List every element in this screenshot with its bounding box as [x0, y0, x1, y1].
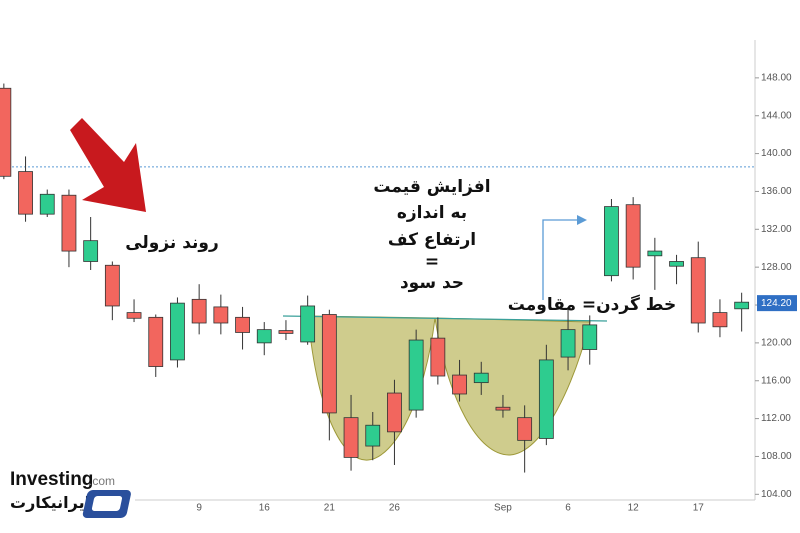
- logo-domain: .com: [89, 474, 115, 488]
- annotation: =: [425, 252, 439, 272]
- candle-body: [647, 250, 663, 257]
- candle-body: [191, 298, 207, 324]
- y-tick-label: 116.00: [761, 375, 791, 386]
- y-tick-label: 148.00: [761, 73, 792, 84]
- candle-body: [0, 87, 12, 177]
- candle-body: [517, 417, 533, 441]
- candle-body: [61, 194, 77, 252]
- candle-body: [473, 372, 489, 384]
- candle-body: [582, 324, 598, 350]
- candle-body: [734, 301, 750, 310]
- y-tick-label: 144.00: [761, 110, 792, 121]
- candle-body: [18, 171, 33, 215]
- candle-body: [538, 359, 554, 439]
- candle-body: [300, 305, 316, 343]
- target-arrow-head: [577, 215, 587, 225]
- candle-body: [669, 261, 684, 267]
- x-tick-label: 12: [628, 503, 640, 514]
- last-price-box: [757, 295, 797, 312]
- candle-body: [213, 306, 229, 324]
- candle-body: [39, 193, 55, 215]
- y-tick-label: 108.00: [761, 451, 792, 462]
- candle-body: [104, 264, 120, 307]
- y-tick-label: 140.00: [761, 148, 792, 159]
- candle-body: [148, 316, 164, 367]
- x-tick-label: 6: [565, 503, 571, 514]
- candle-body: [604, 206, 619, 277]
- y-tick-label: 128.00: [761, 262, 792, 273]
- logo-site: ایرانیکارت: [10, 493, 90, 512]
- y-tick-label: 104.00: [761, 489, 792, 500]
- candle-body: [690, 257, 706, 324]
- candle-body: [408, 339, 424, 411]
- annotation: روند نزولی: [125, 233, 219, 253]
- annotation: به اندازه: [397, 203, 467, 223]
- target-arrow: [542, 219, 580, 300]
- annotation: خط گردن= مقاومت: [508, 294, 676, 315]
- logo-brand: Investing: [10, 469, 93, 490]
- annotation: ارتفاع کف: [388, 230, 476, 250]
- x-tick-label: 17: [693, 503, 705, 514]
- candle-body: [235, 316, 250, 333]
- candle-body: [625, 204, 641, 268]
- candle-body: [495, 406, 511, 411]
- candle-body: [126, 312, 142, 319]
- candle-body: [560, 329, 576, 358]
- y-tick-label: 136.00: [761, 186, 792, 197]
- candle-body: [365, 424, 381, 447]
- candle-body: [430, 337, 446, 377]
- candle-body: [712, 312, 728, 328]
- candle-body: [321, 314, 337, 414]
- candles: [0, 83, 750, 473]
- candle-body: [278, 330, 294, 334]
- x-tick-label: Sep: [494, 503, 512, 514]
- candle-body: [256, 329, 272, 344]
- y-tick-label: 132.00: [761, 224, 792, 235]
- neckline: [282, 315, 608, 322]
- candle-body: [170, 302, 185, 361]
- annotation: افزایش قیمت: [373, 177, 490, 197]
- x-tick-label: 16: [259, 503, 271, 514]
- logo-icon-inner: [91, 496, 123, 511]
- x-tick-label: 9: [196, 503, 202, 514]
- y-tick-label: 112.00: [761, 413, 791, 424]
- trend-arrow: [70, 118, 146, 212]
- x-tick-label: 26: [389, 503, 401, 514]
- annotation: حد سود: [400, 273, 464, 293]
- last-price-label: 124.20: [761, 298, 792, 309]
- candle-body: [343, 417, 359, 458]
- x-tick-label: 21: [324, 503, 336, 514]
- candle-body: [452, 374, 467, 395]
- candle-body: [387, 392, 402, 433]
- y-tick-label: 120.00: [761, 338, 792, 349]
- candle-body: [83, 240, 99, 262]
